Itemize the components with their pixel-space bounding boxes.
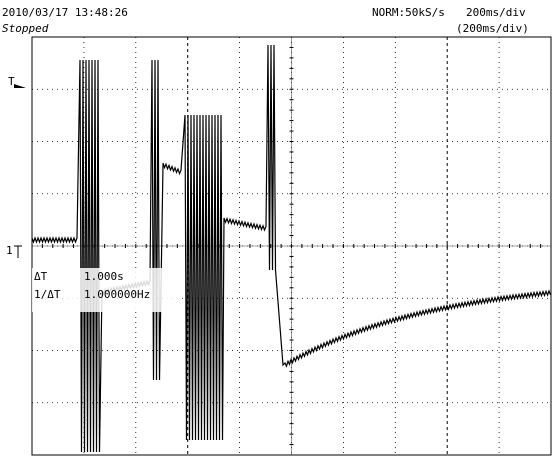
timebase: 200ms/div xyxy=(466,6,526,19)
datetime: 2010/03/17 13:48:26 xyxy=(2,6,128,19)
channel-marker: 1 xyxy=(6,244,22,258)
channel-label: 1 xyxy=(6,244,13,257)
inv-dt-value: 1.000000Hz xyxy=(84,288,150,301)
trigger-marker: T xyxy=(8,75,26,88)
timebase-zoom: (200ms/div) xyxy=(456,22,529,35)
graticule xyxy=(31,36,552,456)
inv-dt-label: 1/ΔT xyxy=(34,288,61,301)
acq-mode: NORM:50kS/s xyxy=(372,6,445,19)
cursor-box xyxy=(32,268,182,312)
dt-label: ΔT xyxy=(34,270,48,283)
status: Stopped xyxy=(2,22,49,35)
trigger-label: T xyxy=(8,75,15,88)
dt-value: 1.000s xyxy=(84,270,124,283)
